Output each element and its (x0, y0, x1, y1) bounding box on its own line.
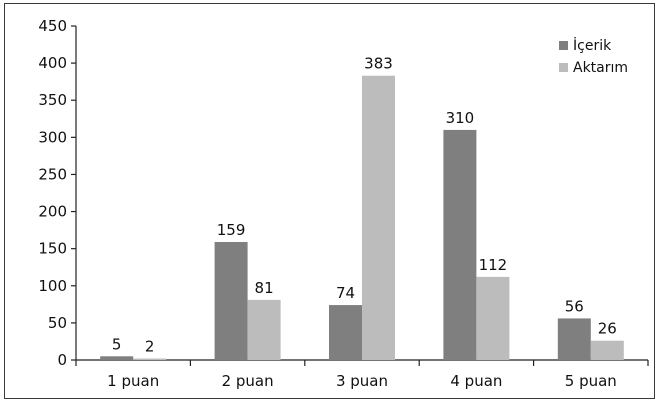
y-tick-label-100: 100 (38, 277, 67, 295)
legend-swatch-icerik (559, 41, 568, 50)
y-tick-label-250: 250 (38, 165, 67, 183)
bar-aktarim-3 (362, 75, 395, 361)
bar-aktarim-2 (247, 299, 281, 360)
y-tick-label-300: 300 (38, 128, 67, 146)
y-tick-label-450: 450 (38, 17, 67, 35)
x-tick-label-4: 4 puan (450, 372, 502, 390)
chart-axes: 0 50 100 150 200 250 300 350 400 450 1 puan 2 puan 3… (38, 17, 649, 390)
data-label-icerik-4: 310 (446, 109, 475, 127)
data-label-aktarim-4: 112 (479, 256, 508, 274)
bar-icerik-2 (214, 241, 248, 360)
data-label-aktarim-5: 26 (598, 320, 617, 338)
bar-icerik-1 (100, 356, 134, 360)
bar-icerik-5 (557, 318, 591, 360)
data-label-icerik-3: 74 (336, 284, 355, 302)
chart-legend: İçerik Aktarım (559, 36, 628, 76)
bar-aktarim-1 (133, 358, 167, 360)
legend-swatch-aktarim (559, 63, 568, 72)
data-label-icerik-5: 56 (565, 297, 584, 315)
legend-label-icerik: İçerik (573, 36, 612, 54)
data-label-aktarim-2: 81 (255, 279, 274, 297)
y-tick-label-200: 200 (38, 203, 67, 221)
legend-label-aktarim: Aktarım (573, 60, 628, 76)
chart-bars (100, 75, 624, 361)
bar-aktarim-4 (476, 276, 510, 360)
y-tick-label-50: 50 (48, 314, 67, 332)
y-tick-label-350: 350 (38, 91, 67, 109)
y-tick-label-400: 400 (38, 54, 67, 72)
x-tick-label-5: 5 puan (565, 372, 617, 390)
data-label-aktarim-1: 2 (145, 338, 155, 356)
x-tick-label-3: 3 puan (336, 372, 388, 390)
bar-aktarim-5 (590, 340, 624, 360)
bar-icerik-3 (329, 305, 362, 360)
data-label-icerik-2: 159 (217, 221, 246, 239)
x-tick-label-2: 2 puan (222, 372, 274, 390)
chart-frame: 0 50 100 150 200 250 300 350 400 450 1 puan 2 puan 3… (4, 3, 655, 399)
bar-chart: 0 50 100 150 200 250 300 350 400 450 1 puan 2 puan 3… (38, 17, 649, 390)
chart-data-labels: 5 2 159 81 74 383 310 112 56 26 (112, 55, 617, 356)
x-tick-label-1: 1 puan (107, 372, 159, 390)
data-label-aktarim-3: 383 (364, 55, 393, 73)
data-label-icerik-1: 5 (112, 335, 122, 353)
bar-icerik-4 (443, 129, 477, 360)
y-tick-label-0: 0 (57, 351, 67, 369)
y-tick-label-150: 150 (38, 240, 67, 258)
